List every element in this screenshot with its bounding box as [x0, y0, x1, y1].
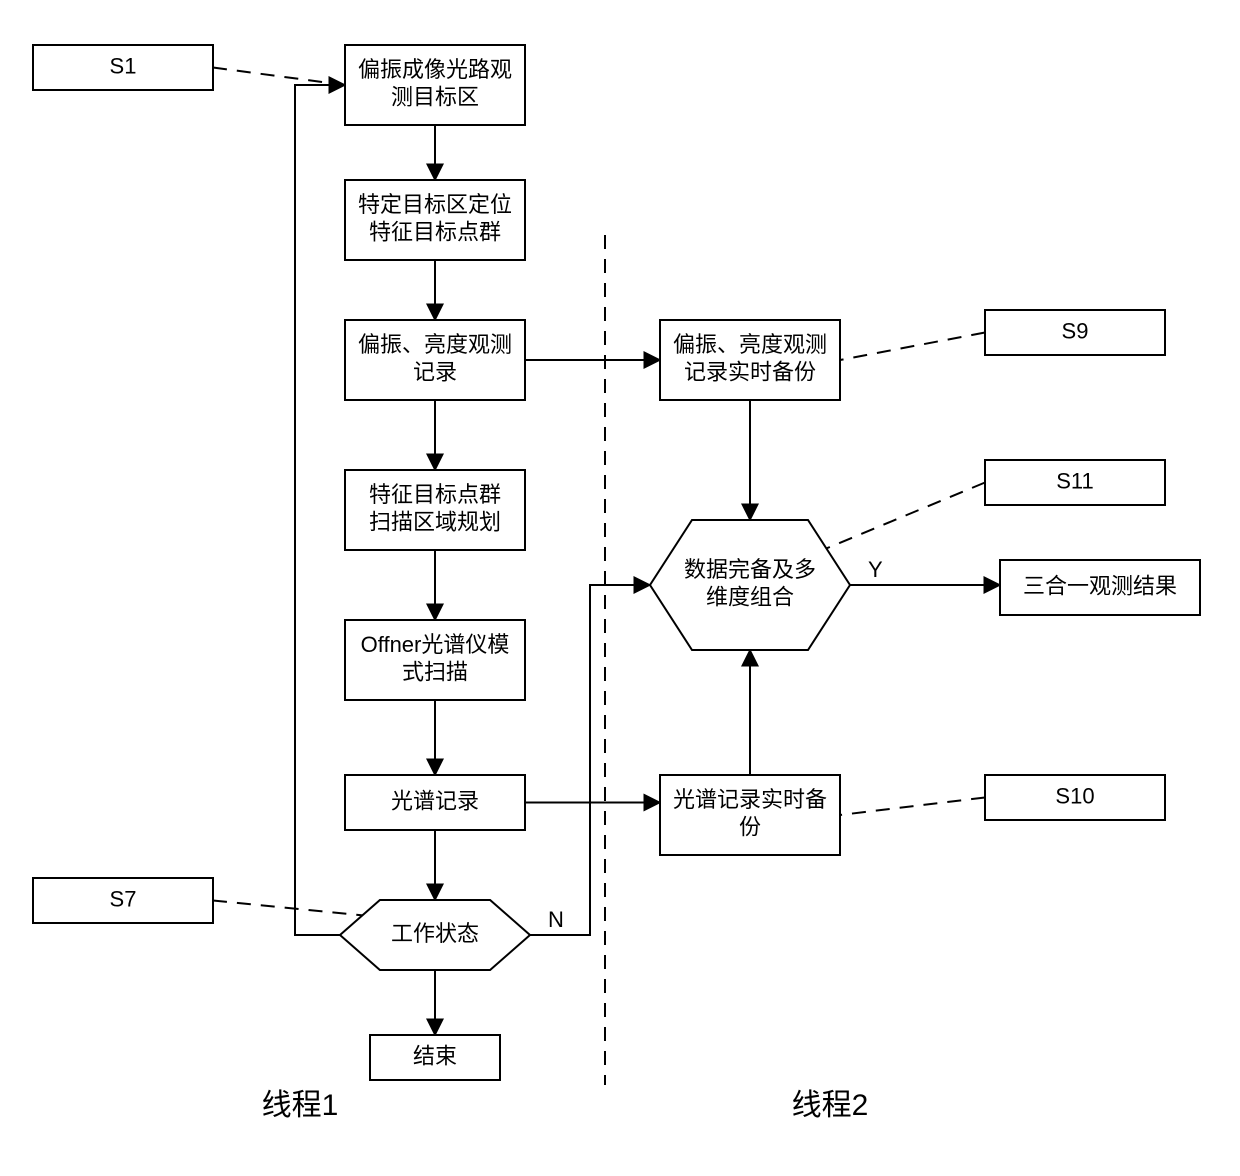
thread-label-2: 线程2 — [792, 1089, 869, 1122]
node-n10-text: 光谱记录实时备 — [673, 787, 827, 812]
node-s11-text: S11 — [1056, 468, 1094, 493]
node-n5-text: 式扫描 — [402, 660, 468, 685]
node-s10-text: S10 — [1055, 783, 1094, 808]
node-s1-text: S1 — [110, 53, 137, 78]
node-n3-text: 记录 — [413, 360, 457, 385]
edge-label-d11-out: Y — [868, 557, 883, 582]
leader-s11 — [826, 483, 985, 549]
leader-s1 — [213, 68, 345, 86]
node-n5-text: Offner光谱仪模 — [361, 632, 510, 657]
node-n10-text: 份 — [739, 815, 761, 840]
node-n6-text: 光谱记录 — [391, 788, 479, 813]
node-n3-text: 偏振、亮度观测 — [358, 332, 512, 357]
node-n4-text: 特征目标点群 — [369, 482, 501, 507]
arrow-n-branch — [530, 585, 650, 935]
node-n9-text: 记录实时备份 — [684, 360, 816, 385]
edge-label-N: N — [548, 907, 564, 932]
leader-s10 — [840, 798, 985, 816]
node-n2-text: 特定目标区定位 — [358, 192, 512, 217]
node-s7-text: S7 — [110, 886, 137, 911]
node-out-text: 三合一观测结果 — [1023, 573, 1177, 598]
node-n1-text: 测目标区 — [391, 85, 479, 110]
node-n4-text: 扫描区域规划 — [369, 510, 501, 535]
leader-s9 — [840, 333, 985, 361]
leader-s7 — [213, 901, 363, 916]
node-n2-text: 特征目标点群 — [369, 220, 501, 245]
node-d11-text: 数据完备及多 — [684, 557, 816, 582]
node-n1-text: 偏振成像光路观 — [358, 57, 512, 82]
node-s9-text: S9 — [1062, 318, 1089, 343]
thread-label-1: 线程1 — [262, 1089, 339, 1122]
node-d11-text: 维度组合 — [706, 585, 794, 610]
arrow-loopback — [295, 85, 345, 935]
node-n9-text: 偏振、亮度观测 — [673, 332, 827, 357]
node-d7-text: 工作状态 — [391, 921, 479, 946]
node-end-text: 结束 — [413, 1043, 457, 1068]
